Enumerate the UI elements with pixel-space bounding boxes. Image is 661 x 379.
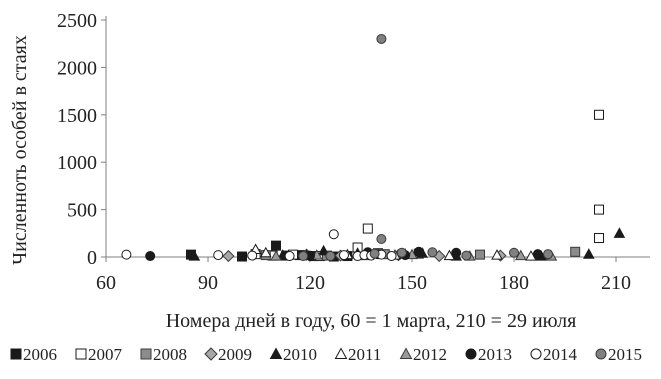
legend-item-2006: 2006 (10, 345, 57, 364)
data-point-2014 (386, 251, 397, 262)
data-point-2015 (396, 247, 407, 258)
data-point-2008 (475, 249, 485, 260)
y-axis-title: Численноть особей в стаях (9, 35, 31, 265)
data-point-2007 (362, 223, 373, 234)
data-point-2006 (271, 240, 281, 251)
legend-item-2013: 2013 (465, 345, 512, 364)
data-point-2014 (328, 229, 339, 240)
data-point-2013 (532, 249, 543, 260)
legend-item-2015: 2015 (595, 345, 642, 364)
data-point-2010 (188, 250, 201, 261)
legend-label-2012: 2012 (413, 345, 447, 364)
data-point-2010 (613, 227, 626, 238)
data-point-2013 (451, 247, 462, 258)
data-points-layer (121, 33, 626, 263)
data-point-2014 (339, 250, 349, 261)
legend-label-2015: 2015 (608, 345, 642, 364)
legend-marker-2009 (204, 347, 218, 361)
data-point-2012 (270, 250, 282, 261)
y-tick-label: 2500 (57, 10, 97, 32)
data-point-2015 (461, 250, 472, 261)
data-point-2010 (583, 248, 595, 259)
legend-label-2006: 2006 (23, 345, 57, 364)
data-point-2007 (594, 204, 604, 215)
data-point-2013 (145, 251, 156, 262)
legend-marker-2014 (530, 348, 542, 360)
x-tick-label: 180 (499, 272, 529, 294)
legend-label-2011: 2011 (348, 345, 381, 364)
legend-label-2010: 2010 (283, 345, 317, 364)
x-tick-label: 120 (295, 272, 325, 294)
data-point-2014 (213, 250, 224, 261)
x-tick-label: 60 (96, 272, 116, 294)
data-point-2007 (594, 109, 604, 120)
series-2007 (250, 109, 604, 262)
data-point-2015 (325, 251, 336, 262)
legend-marker-2010 (269, 347, 283, 359)
data-point-2011 (491, 249, 503, 260)
y-tick-label: 2000 (57, 57, 97, 79)
legend-item-2012: 2012 (399, 345, 447, 364)
data-point-2009 (222, 249, 235, 263)
data-point-2008 (570, 246, 581, 257)
legend-marker-2011 (334, 347, 348, 359)
data-point-2015 (376, 233, 387, 244)
legend-item-2010: 2010 (269, 345, 317, 364)
data-point-2014 (284, 251, 295, 262)
legend-item-2014: 2014 (530, 345, 578, 364)
x-tick-label: 90 (198, 272, 218, 294)
legend-marker-2012 (399, 347, 413, 359)
data-point-2015 (543, 249, 553, 260)
data-point-2010 (317, 244, 330, 256)
data-point-2015 (369, 248, 380, 259)
legend-label-2014: 2014 (543, 345, 578, 364)
legend-item-2011: 2011 (334, 345, 381, 364)
x-axis-title: Номера дней в году, 60 = 1 марта, 210 = … (166, 310, 577, 332)
data-point-2006 (237, 251, 247, 262)
legend-marker-2006 (10, 348, 22, 360)
legend-label-2013: 2013 (478, 345, 512, 364)
x-tick-label: 210 (601, 272, 631, 294)
axes-layer: 0 500 1000 1500 2000 2500 60 90 120 150 180 210 (57, 10, 650, 294)
series-2014 (121, 229, 397, 262)
y-tick-label: 1500 (57, 105, 97, 127)
data-point-2015 (427, 247, 438, 258)
y-tick-label: 0 (87, 247, 97, 269)
data-point-2015 (376, 33, 387, 44)
legend-marker-2008 (140, 348, 152, 360)
data-point-2015 (298, 251, 309, 262)
legend-item-2009: 2009 (204, 345, 252, 364)
x-tick-label: 150 (397, 272, 427, 294)
legend-item-2008: 2008 (140, 345, 187, 364)
legend-label-2009: 2009 (218, 345, 252, 364)
data-point-2007 (594, 233, 604, 244)
series-2015 (298, 33, 553, 262)
legend: 2006 2007 2008 2009 2010 2011 2012 2013 2014 2015 (10, 345, 642, 364)
data-point-2014 (121, 249, 132, 260)
data-point-2015 (509, 247, 519, 258)
legend-marker-2015 (595, 348, 607, 360)
legend-label-2007: 2007 (88, 345, 123, 364)
data-point-2011 (260, 246, 272, 258)
legend-item-2007: 2007 (75, 345, 123, 364)
legend-label-2008: 2008 (153, 345, 187, 364)
data-point-2013 (413, 246, 424, 257)
y-tick-label: 500 (67, 200, 97, 222)
legend-marker-2007 (75, 348, 87, 360)
y-tick-label: 1000 (57, 152, 97, 174)
legend-marker-2013 (465, 348, 477, 360)
data-point-2014 (247, 250, 258, 261)
